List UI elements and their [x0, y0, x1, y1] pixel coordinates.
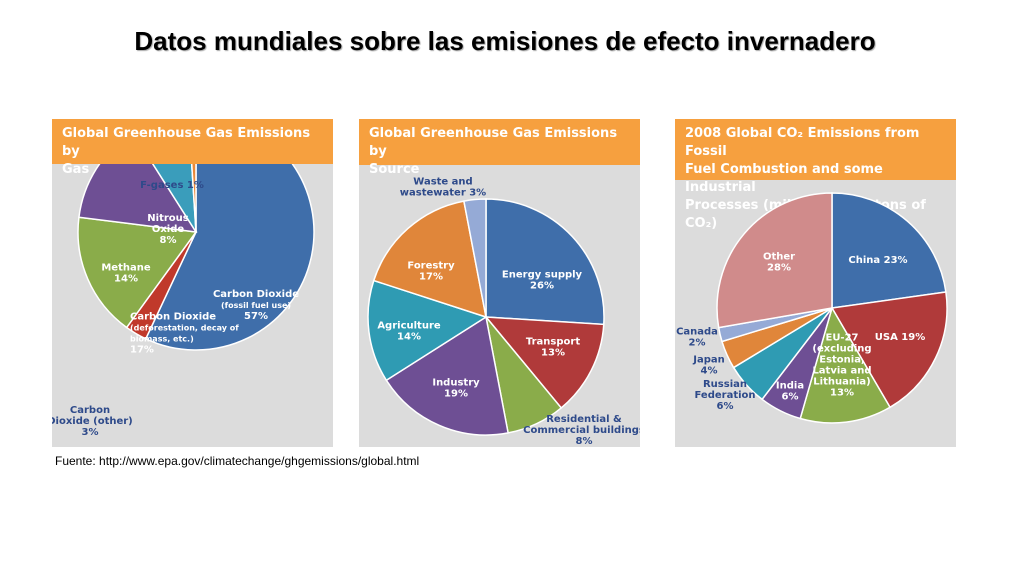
- chart-panel-gas: Global Greenhouse Gas Emissions by Gas Ca…: [52, 119, 333, 447]
- chart-title-line: Gas: [62, 162, 90, 177]
- pie-slice-energy-supply: [485, 198, 605, 326]
- chart-title-line: Source: [369, 162, 420, 177]
- pie-slice-methane: [78, 164, 198, 233]
- slice-label-nitrous: Nitrous Oxide 8%: [147, 213, 188, 246]
- pie-slice-other: [716, 192, 833, 329]
- pie-slice-waste-and: [463, 198, 487, 318]
- pie-chart-gas: Carbon Dioxide (fossil fuel use) 57%Carbon…: [52, 164, 315, 438]
- pie-slice-eu-27: [799, 306, 892, 424]
- pie-slice-forestry: [372, 200, 487, 319]
- chart-title-source: Global Greenhouse Gas Emissions by Source: [359, 119, 640, 177]
- slice-label-forestry: Forestry 17%: [407, 261, 455, 283]
- slice-label-china-23: China 23%: [848, 255, 907, 266]
- pie-slice-industry: [385, 315, 509, 436]
- chart-title-line: Fuel Combustion and some Industrial: [685, 162, 883, 195]
- pie-slice-china-23: [831, 192, 947, 309]
- chart-title-line: 2008 Global CO₂ Emissions from Fossil: [685, 126, 920, 159]
- slice-label-agriculture: Agriculture 14%: [377, 321, 441, 343]
- pie-slice-carbon-dioxide: [144, 164, 315, 351]
- chart-title-co2: 2008 Global CO₂ Emissions from Fossil Fue…: [675, 119, 956, 231]
- slice-label-residential: Residential & Commercial buildings 8%: [523, 414, 640, 447]
- slice-label-carbon-dioxide: Carbon Dioxide (deforestation, decay of bi…: [130, 312, 239, 356]
- slice-label-canada: Canada 2%: [676, 327, 718, 349]
- chart-panel-co2: 2008 Global CO₂ Emissions from Fossil Fue…: [675, 119, 956, 447]
- pie-chart-co2: China 23% USA 19% EU-27 (excluding Estonia, L…: [676, 192, 948, 424]
- slice-label-india: India 6%: [776, 381, 804, 403]
- chart-title-gas: Global Greenhouse Gas Emissions by Gas: [52, 119, 333, 177]
- pie-slice-agriculture: [367, 279, 488, 382]
- chart-title-line: Global Greenhouse Gas Emissions by: [62, 126, 311, 159]
- slice-label-eu-27: EU-27 (excluding Estonia, Latvia and Lithuan…: [812, 333, 871, 399]
- slice-label-carbon-dioxide: Carbon Dioxide (fossil fuel use) 57%: [213, 289, 299, 322]
- slice-label-russian: Russian Federation 6%: [694, 379, 755, 412]
- pie-chart-source: Energy supply 26% Transport 13% Residential …: [367, 177, 640, 447]
- slice-label-industry: Industry 19%: [432, 378, 480, 400]
- slide-title: Datos mundiales sobre las emisiones de e…: [134, 26, 876, 56]
- pie-slice-usa-19: [830, 291, 948, 409]
- chart-panel-source: Global Greenhouse Gas Emissions by Source…: [359, 119, 640, 447]
- chart-title-line: Global Greenhouse Gas Emissions by: [369, 126, 618, 159]
- slice-label-energy-supply: Energy supply 26%: [502, 270, 583, 292]
- slice-label-other: Other 28%: [763, 252, 795, 274]
- pie-slice-transport: [484, 316, 605, 409]
- slice-label-methane: Methane 14%: [101, 263, 151, 285]
- slice-label-f-gases-1: F-gases 1%: [140, 180, 204, 191]
- slice-label-japan: Japan 4%: [692, 355, 725, 377]
- pie-slice-f-gases-1: [190, 164, 197, 233]
- slice-label-carbon: Carbon Dioxide (other) 3%: [52, 405, 133, 438]
- pie-slice-carbon-dioxide: [77, 216, 198, 329]
- slice-label-usa-19: USA 19%: [875, 332, 925, 343]
- pie-slice-nitrous: [151, 164, 197, 233]
- slice-label-waste-and: Waste and wastewater 3%: [400, 177, 486, 199]
- slice-label-transport: Transport 13%: [526, 337, 580, 359]
- source-note: Fuente: http://www.epa.gov/climatechange…: [55, 454, 420, 468]
